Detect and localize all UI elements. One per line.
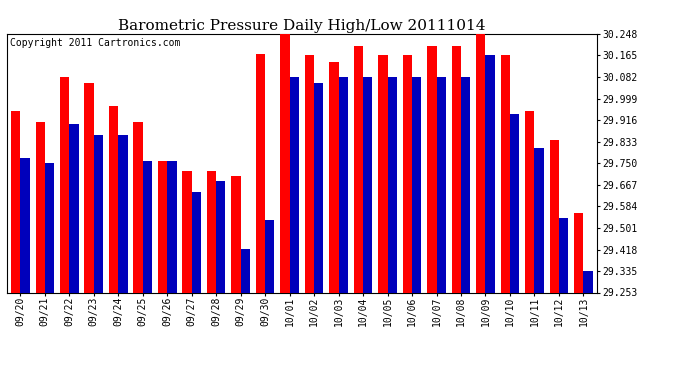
Bar (363, 77, 373, 292)
Bar (476, 34, 486, 292)
Bar (109, 106, 118, 292)
Bar (535, 148, 544, 292)
Bar (290, 77, 299, 292)
Bar (11, 111, 21, 292)
Text: Copyright 2011 Cartronics.com: Copyright 2011 Cartronics.com (10, 38, 180, 48)
Bar (192, 192, 201, 292)
Bar (216, 182, 226, 292)
Bar (69, 124, 79, 292)
Bar (510, 114, 520, 292)
Bar (378, 56, 388, 292)
Bar (167, 160, 177, 292)
Bar (486, 56, 495, 292)
Bar (501, 56, 510, 292)
Bar (403, 56, 412, 292)
Bar (559, 218, 568, 292)
Bar (241, 249, 250, 292)
Bar (525, 111, 535, 292)
Bar (94, 135, 103, 292)
Bar (60, 77, 69, 292)
Bar (452, 46, 461, 292)
Bar (574, 213, 583, 292)
Bar (329, 62, 339, 292)
Bar (412, 77, 422, 292)
Bar (354, 46, 363, 292)
Bar (461, 77, 471, 292)
Bar (305, 56, 314, 292)
Bar (265, 220, 275, 292)
Bar (133, 122, 143, 292)
Bar (45, 163, 54, 292)
Bar (339, 77, 348, 292)
Bar (280, 34, 290, 292)
Bar (314, 82, 324, 292)
Bar (84, 82, 94, 292)
Bar (21, 158, 30, 292)
Bar (143, 160, 152, 292)
Bar (583, 271, 593, 292)
Title: Barometric Pressure Daily High/Low 20111014: Barometric Pressure Daily High/Low 20111… (118, 19, 486, 33)
Bar (427, 46, 437, 292)
Bar (182, 171, 192, 292)
Bar (256, 54, 265, 292)
Bar (388, 77, 397, 292)
Bar (437, 77, 446, 292)
Bar (36, 122, 45, 292)
Bar (231, 176, 241, 292)
Bar (207, 171, 216, 292)
Bar (158, 160, 167, 292)
Bar (550, 140, 559, 292)
Bar (118, 135, 128, 292)
